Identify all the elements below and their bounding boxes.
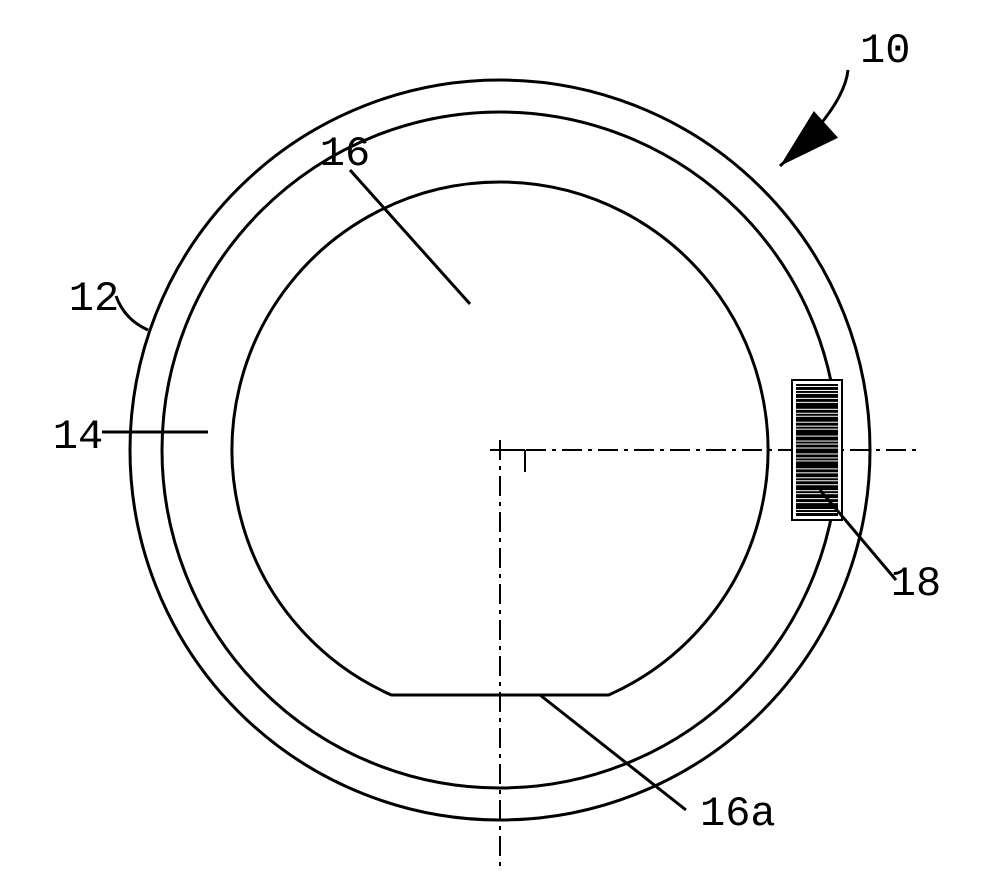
label-14: 14	[53, 413, 103, 461]
leader-10-arrowhead	[780, 111, 838, 166]
label-12: 12	[69, 275, 119, 323]
barcode-bars	[796, 384, 838, 516]
label-16: 16	[320, 130, 370, 178]
label-10: 10	[860, 27, 910, 75]
label-16a: 16a	[700, 790, 776, 838]
label-18: 18	[891, 560, 941, 608]
circle-inner-with-flat	[232, 182, 768, 695]
diagram-canvas: 10 12 14 16 18 16a	[0, 0, 1000, 882]
